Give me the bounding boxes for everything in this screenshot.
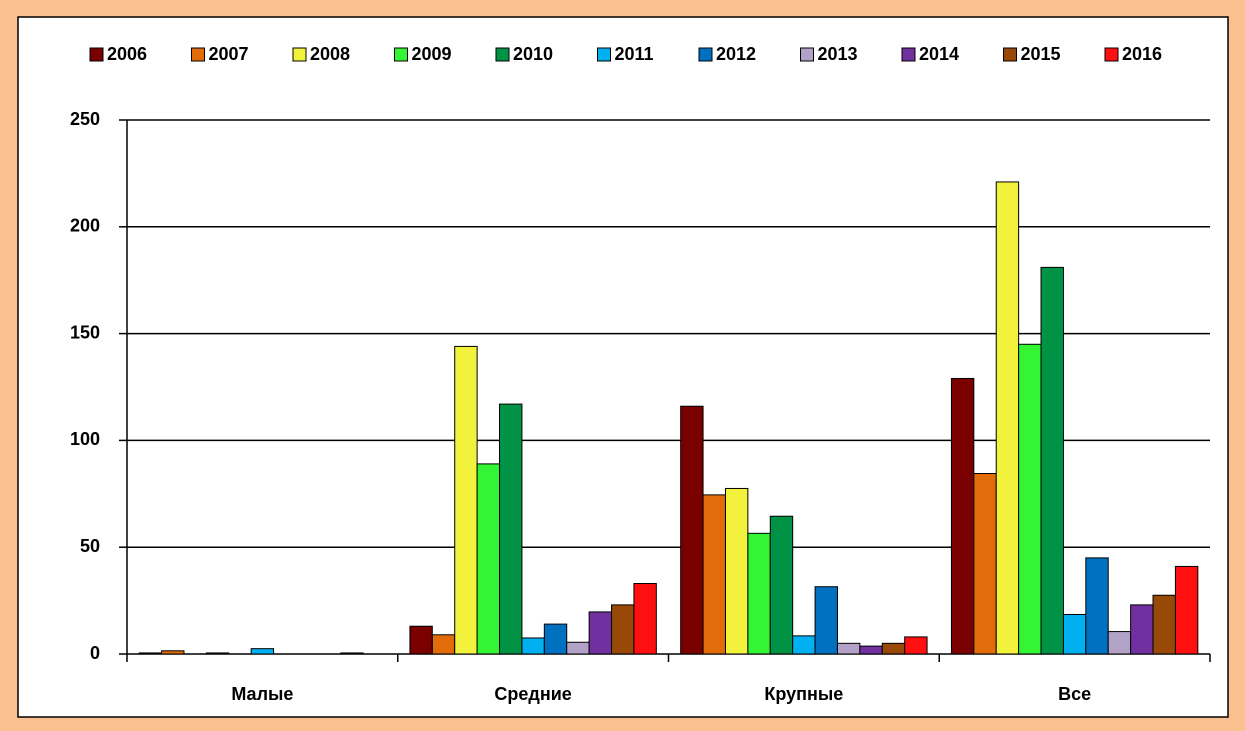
bar	[1018, 343, 1042, 655]
y-tick-label: 200	[70, 216, 100, 236]
y-tick-label: 100	[70, 429, 100, 449]
bar	[431, 634, 456, 655]
legend-label: 2015	[1021, 44, 1061, 64]
legend-swatch	[292, 47, 307, 62]
bar	[476, 463, 501, 655]
legend-swatch	[394, 47, 408, 62]
legend-swatch	[191, 47, 205, 62]
bar	[881, 642, 906, 655]
bar	[566, 641, 590, 655]
bar	[769, 515, 794, 655]
x-tick-label: Все	[1058, 684, 1091, 704]
legend-swatch	[901, 47, 916, 62]
bar	[1152, 594, 1176, 655]
y-tick-label: 0	[90, 643, 100, 663]
y-tick-label: 250	[70, 109, 100, 129]
bar	[633, 583, 657, 655]
bar	[340, 652, 364, 655]
bar	[680, 405, 704, 655]
legend-swatch	[89, 47, 104, 62]
bar	[814, 586, 838, 655]
legend-swatch	[597, 47, 611, 62]
bar	[836, 642, 861, 655]
x-tick-label: Крупные	[764, 684, 843, 704]
bar	[950, 377, 975, 655]
bar	[904, 636, 928, 655]
legend-swatch	[1003, 47, 1017, 62]
legend-label: 2009	[412, 44, 452, 64]
bar	[454, 345, 478, 655]
legend-swatch	[1104, 47, 1119, 62]
legend-swatch	[495, 47, 510, 62]
y-tick-label: 150	[70, 322, 100, 342]
legend-label: 2016	[1122, 44, 1162, 64]
bar	[973, 473, 997, 655]
bar	[859, 645, 883, 655]
bar	[543, 623, 568, 655]
bar	[1062, 613, 1087, 655]
x-tick-label: Средние	[494, 684, 571, 704]
x-tick-label: Малые	[231, 684, 293, 704]
legend-label: 2014	[919, 44, 959, 64]
bar	[1130, 604, 1154, 655]
bar	[1107, 631, 1132, 655]
legend-label: 2010	[513, 44, 553, 64]
legend-label: 2006	[107, 44, 147, 64]
legend-swatch	[800, 47, 814, 62]
legend-label: 2008	[310, 44, 350, 64]
bar	[138, 652, 163, 655]
bar	[1085, 557, 1109, 655]
bar	[521, 637, 545, 655]
legend-label: 2012	[716, 44, 756, 64]
bar	[702, 494, 726, 655]
bar	[161, 650, 185, 655]
legend-swatch	[698, 47, 713, 62]
bar	[724, 487, 749, 655]
y-tick-label: 50	[80, 536, 100, 556]
bar	[995, 181, 1020, 655]
bar	[1040, 266, 1064, 655]
legend-label: 2011	[615, 44, 654, 64]
bar	[409, 625, 433, 655]
bar	[250, 648, 275, 655]
bar	[205, 652, 230, 655]
bar	[588, 611, 613, 655]
legend-label: 2007	[209, 44, 249, 64]
bar	[792, 635, 816, 655]
bar	[1174, 565, 1199, 655]
bar	[611, 604, 635, 655]
legend-label: 2013	[818, 44, 858, 64]
bar	[499, 403, 523, 655]
bar	[747, 532, 771, 655]
